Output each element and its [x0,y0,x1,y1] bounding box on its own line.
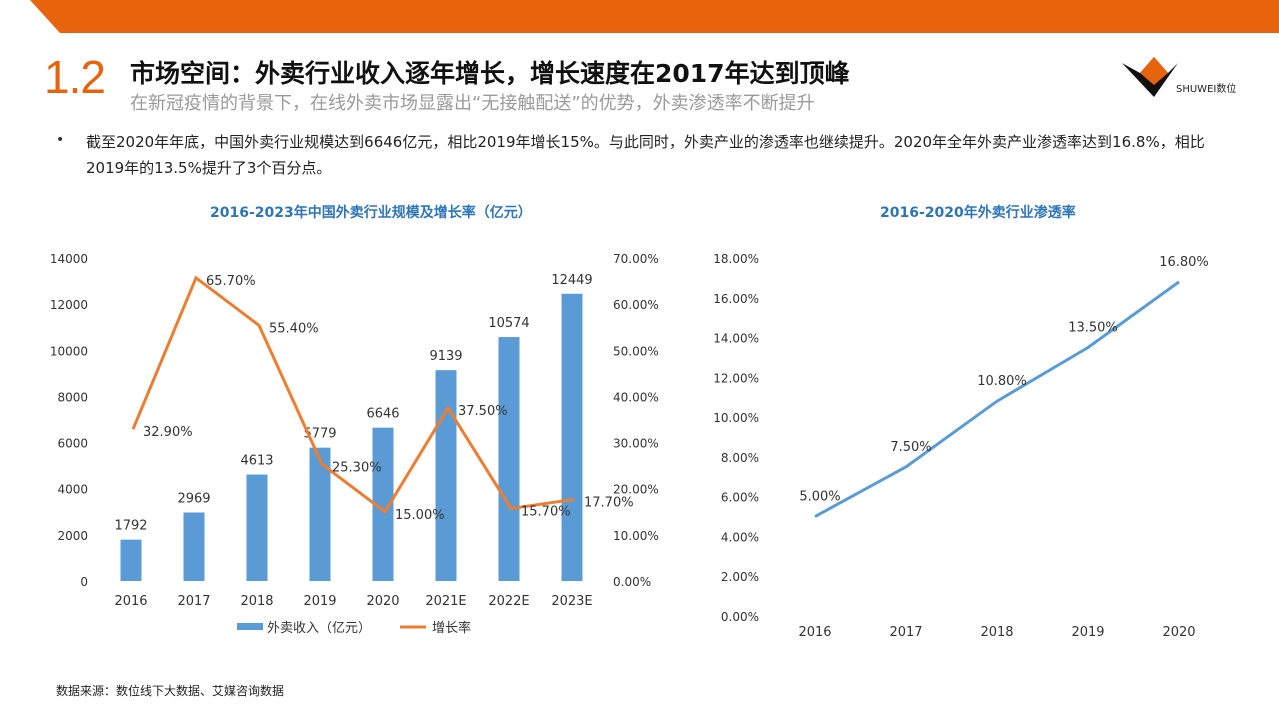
x-tick-label: 2018 [240,594,273,609]
bar-value-label: 1792 [114,519,147,534]
growth-value-label: 15.70% [521,505,571,520]
fox-logo-icon [1122,57,1178,97]
x-tick-label: 2018 [980,625,1013,640]
data-source: 数据来源：数位线下大数据、艾媒咨询数据 [56,684,285,698]
penetration-value-label: 7.50% [890,440,931,455]
bar-value-label: 10574 [488,316,529,331]
x-tick-label: 2022E [488,594,529,609]
bullet-marker: • [56,132,65,148]
top-accent-bar [30,0,1279,33]
y2-tick-label: 60.00% [613,298,659,312]
bar-value-label: 12449 [551,273,592,288]
bar [120,539,142,581]
x-tick-label: 2020 [1162,625,1195,640]
y-tick-label: 18.00% [713,252,759,266]
bar [435,370,457,581]
growth-value-label: 55.40% [269,321,319,336]
bar [372,427,394,581]
penetration-value-label: 16.80% [1159,255,1209,270]
summary-text: 截至2020年年底，中国外卖行业规模达到6646亿元，相比2019年增长15%。… [86,133,1205,177]
x-tick-label: 2019 [1071,625,1104,640]
growth-value-label: 25.30% [332,460,382,475]
chart2-title: 2016-2020年外卖行业渗透率 [880,205,1076,221]
growth-value-label: 17.70% [584,495,634,510]
bar [183,512,205,581]
logo-text: SHUWEI数位 [1176,84,1237,95]
x-tick-label: 2017 [177,594,210,609]
bar-value-label: 4613 [240,454,273,469]
page-subtitle: 在新冠疫情的背景下，在线外卖市场显露出“无接触配送”的优势，外卖渗透率不断提升 [130,93,815,114]
legend-line-label: 增长率 [432,620,471,636]
x-tick-label: 2017 [889,625,922,640]
bar-value-label: 2969 [177,492,210,507]
bar [309,447,331,581]
penetration-chart: 18.00% 16.00% 14.00% 12.00% 10.00% 8.00% 6.00%… [713,252,1209,640]
growth-value-label: 32.90% [143,425,193,440]
y-tick-label: 2.00% [721,570,759,584]
y-tick-label: 10.00% [713,411,759,425]
section-number: 1.2 [44,51,106,103]
bar-value-label: 9139 [429,349,462,364]
y-tick-label: 14000 [50,252,88,266]
y-tick-label: 4.00% [721,530,759,544]
x-tick-label: 2016 [114,594,147,609]
x-tick-label: 2020 [366,594,399,609]
penetration-value-label: 10.80% [977,374,1027,389]
y-tick-label: 0 [80,575,88,589]
y-tick-label: 8000 [57,390,88,404]
y2-tick-label: 10.00% [613,529,659,543]
legend-bar-label: 外卖收入（亿元） [267,621,371,636]
growth-value-label: 37.50% [458,404,508,419]
y-tick-label: 10000 [50,344,88,358]
y2-tick-label: 40.00% [613,390,659,404]
x-tick-label: 2023E [551,594,592,609]
brand-logo [1120,55,1240,100]
y2-tick-label: 50.00% [613,344,659,358]
page-title: 市场空间：外卖行业收入逐年增长，增长速度在2017年达到顶峰 [130,59,850,88]
y2-tick-label: 20.00% [613,483,659,497]
legend-bar-swatch [237,623,263,630]
y-tick-label: 16.00% [713,292,759,306]
y2-tick-label: 30.00% [613,437,659,451]
x-tick-label: 2016 [798,625,831,640]
y-tick-label: 8.00% [721,451,759,465]
y-tick-label: 0.00% [721,610,759,624]
growth-value-label: 65.70% [206,274,256,289]
y-tick-label: 6000 [57,437,88,451]
penetration-value-label: 13.50% [1068,321,1118,336]
x-tick-label: 2021E [425,594,466,609]
y-tick-label: 2000 [57,529,88,543]
penetration-line [814,280,1180,518]
bar [498,337,520,581]
y-tick-label: 12.00% [713,371,759,385]
y2-tick-label: 70.00% [613,252,659,266]
bar [246,474,268,581]
growth-line [131,275,575,514]
y-tick-label: 12000 [50,298,88,312]
growth-value-label: 15.00% [395,508,445,523]
penetration-value-label: 5.00% [799,490,840,505]
y2-tick-label: 0.00% [613,575,651,589]
y-tick-label: 4000 [57,483,88,497]
market-size-chart: 14000 12000 10000 8000 6000 4000 2000 0 70.00% 60… [50,252,659,636]
bar-value-label: 5779 [303,427,336,442]
bar [561,293,583,581]
y-tick-label: 14.00% [713,332,759,346]
y-tick-label: 6.00% [721,491,759,505]
x-tick-label: 2019 [303,594,336,609]
bar-value-label: 6646 [366,407,399,422]
chart1-title: 2016-2023年中国外卖行业规模及增长率（亿元） [210,205,532,221]
